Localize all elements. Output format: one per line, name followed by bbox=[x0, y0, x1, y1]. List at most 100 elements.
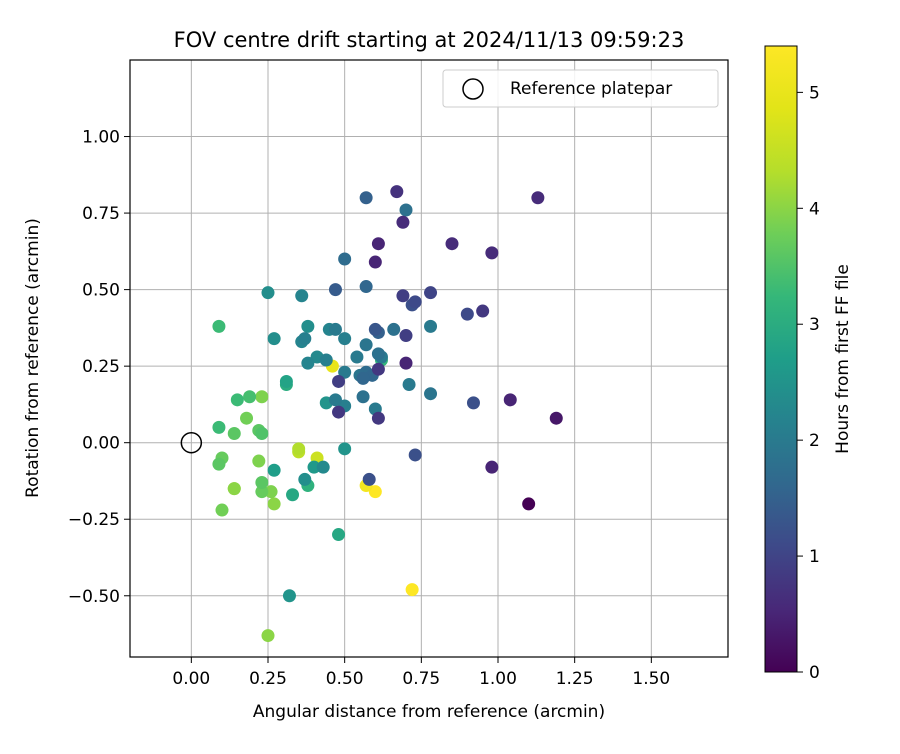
data-point bbox=[399, 203, 413, 217]
data-point bbox=[227, 427, 241, 441]
y-axis-ticks: −0.50 −0.25 0.00 0.25 0.50 0.75 1.00 bbox=[68, 128, 130, 607]
data-point bbox=[255, 485, 269, 499]
data-point bbox=[424, 387, 438, 401]
data-point bbox=[531, 191, 545, 205]
data-point bbox=[387, 322, 401, 336]
data-point bbox=[243, 390, 257, 404]
data-points bbox=[180, 185, 563, 643]
data-point bbox=[301, 356, 315, 370]
data-point bbox=[255, 475, 269, 489]
plot-frame bbox=[129, 59, 729, 658]
data-point bbox=[549, 411, 563, 425]
data-point bbox=[368, 255, 382, 269]
x-tick-label: 1.00 bbox=[479, 669, 517, 689]
data-point bbox=[301, 319, 315, 333]
data-point bbox=[405, 583, 419, 597]
y-tick-label: 0.25 bbox=[82, 357, 120, 377]
y-tick-label: 0.75 bbox=[82, 204, 120, 224]
data-point bbox=[307, 460, 321, 474]
data-point bbox=[267, 463, 281, 477]
reference-platepar-marker bbox=[180, 431, 203, 454]
legend: Reference platepar bbox=[442, 69, 719, 108]
y-tick-label: 0.00 bbox=[82, 434, 120, 454]
data-point bbox=[338, 365, 352, 379]
data-point bbox=[396, 289, 410, 303]
data-point bbox=[286, 488, 300, 502]
y-tick-label: 1.00 bbox=[82, 128, 120, 148]
data-point bbox=[328, 283, 342, 297]
data-point bbox=[332, 405, 346, 419]
data-point bbox=[503, 393, 517, 407]
data-point bbox=[390, 185, 404, 199]
data-point bbox=[445, 237, 459, 251]
data-point bbox=[466, 396, 480, 410]
colorbar-tick-label: 3 bbox=[809, 315, 820, 335]
colorbar-tick-label: 1 bbox=[809, 547, 820, 567]
data-point bbox=[396, 215, 410, 229]
data-point bbox=[371, 362, 385, 376]
legend-marker-open-circle bbox=[462, 78, 484, 100]
y-axis-label: Rotation from reference (arcmin) bbox=[23, 218, 43, 498]
data-point bbox=[267, 332, 281, 346]
data-point bbox=[362, 472, 376, 486]
data-point bbox=[215, 503, 229, 517]
colorbar-tick-label: 0 bbox=[809, 663, 820, 683]
data-point bbox=[338, 442, 352, 456]
data-point bbox=[424, 319, 438, 333]
data-point bbox=[460, 307, 474, 321]
data-point bbox=[267, 497, 281, 511]
data-point bbox=[295, 289, 309, 303]
colorbar-tick-label: 2 bbox=[809, 431, 820, 451]
data-point bbox=[212, 319, 226, 333]
colorbar-gradient bbox=[764, 45, 798, 673]
data-point bbox=[408, 295, 422, 309]
x-tick-label: 0.75 bbox=[402, 669, 440, 689]
chart-title: FOV centre drift starting at 2024/11/13 … bbox=[174, 28, 685, 52]
data-point bbox=[424, 286, 438, 300]
data-point bbox=[212, 420, 226, 434]
data-point bbox=[408, 448, 422, 462]
data-point bbox=[485, 246, 499, 260]
data-point bbox=[227, 482, 241, 496]
data-point bbox=[402, 378, 416, 392]
data-point bbox=[371, 411, 385, 425]
legend-box bbox=[442, 69, 719, 108]
data-point bbox=[261, 629, 275, 643]
x-axis-label: Angular distance from reference (arcmin) bbox=[253, 702, 605, 722]
data-point bbox=[371, 237, 385, 251]
data-point bbox=[255, 427, 269, 441]
data-point bbox=[368, 322, 382, 336]
data-point bbox=[368, 485, 382, 499]
data-point bbox=[371, 347, 385, 361]
data-point bbox=[399, 329, 413, 343]
data-point bbox=[292, 442, 306, 456]
x-tick-label: 0.50 bbox=[326, 669, 364, 689]
x-axis-ticks: 0.00 0.25 0.50 0.75 1.00 1.25 1.50 bbox=[172, 657, 670, 689]
data-point bbox=[252, 454, 266, 468]
data-point bbox=[476, 304, 490, 318]
data-point bbox=[338, 332, 352, 346]
data-point bbox=[328, 393, 342, 407]
x-tick-label: 1.25 bbox=[556, 669, 594, 689]
x-tick-label: 1.50 bbox=[632, 669, 670, 689]
data-point bbox=[356, 371, 370, 385]
data-point bbox=[282, 589, 296, 603]
data-point bbox=[522, 497, 536, 511]
legend-label-reference-platepar: Reference platepar bbox=[510, 79, 672, 99]
data-point bbox=[338, 252, 352, 266]
data-point bbox=[264, 485, 278, 499]
data-point bbox=[319, 353, 333, 367]
data-point bbox=[356, 390, 370, 404]
data-point bbox=[350, 350, 364, 364]
data-point bbox=[485, 460, 499, 474]
data-point bbox=[298, 332, 312, 346]
y-tick-label: −0.25 bbox=[68, 510, 120, 530]
x-tick-label: 0.25 bbox=[249, 669, 287, 689]
data-point bbox=[261, 286, 275, 300]
y-tick-label: −0.50 bbox=[68, 587, 120, 607]
data-point bbox=[332, 528, 346, 542]
data-point bbox=[332, 374, 346, 388]
grid-lines bbox=[130, 60, 728, 657]
